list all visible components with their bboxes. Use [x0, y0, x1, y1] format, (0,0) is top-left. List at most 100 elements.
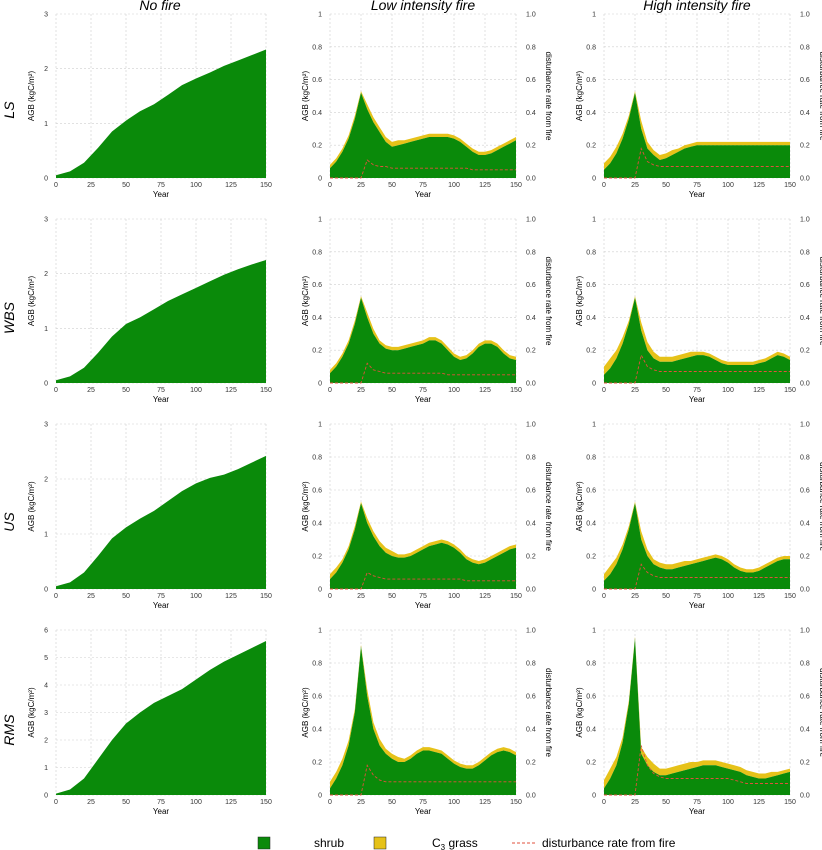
x-tick-label: 25 [631, 387, 639, 394]
x-tick-label: 75 [157, 182, 165, 189]
y2-tick-label: 0.0 [526, 176, 536, 183]
x-tick-label: 0 [54, 799, 58, 806]
x-tick-label: 25 [87, 182, 95, 189]
y-tick-label: 0.4 [312, 315, 322, 322]
y-tick-label: 0 [318, 793, 322, 800]
disturbance-line [330, 571, 516, 590]
grass-area [604, 636, 790, 789]
y-tick-label: 1 [592, 217, 596, 224]
y2-tick-label: 0.0 [800, 176, 810, 183]
x-tick-label: 0 [602, 799, 606, 806]
y2-tick-label: 0.0 [526, 793, 536, 800]
y-tick-label: 0 [592, 381, 596, 388]
disturbance-line [604, 745, 790, 796]
legend: shrub C3 grass disturbance rate from fir… [257, 836, 676, 850]
x-tick-label: 25 [631, 593, 639, 600]
x-tick-label: 125 [753, 182, 765, 189]
x-tick-label: 150 [784, 387, 796, 394]
y-tick-label: 0.8 [586, 44, 596, 51]
y-axis-label: AGB (kgC/m²) [27, 481, 36, 532]
x-tick-label: 125 [753, 593, 765, 600]
y-tick-label: 0.8 [312, 249, 322, 256]
x-tick-label: 25 [357, 387, 365, 394]
x-axis-label: Year [415, 190, 432, 199]
y2-tick-label: 1.0 [526, 628, 536, 635]
x-tick-label: 75 [157, 593, 165, 600]
y2-tick-label: 0.6 [526, 77, 536, 84]
x-tick-label: 125 [479, 387, 491, 394]
y-tick-label: 1 [44, 326, 48, 333]
y2-tick-label: 0.4 [800, 521, 810, 528]
y-tick-label: 0.2 [312, 143, 322, 150]
panel-6: 0 25 50 75 100 125 150 0 1 2 3 Year AGB (kgC/m²) [27, 422, 272, 611]
x-tick-label: 100 [448, 593, 460, 600]
y-tick-label: 0 [592, 176, 596, 183]
y-tick-label: 0.2 [312, 348, 322, 355]
x-axis-label: Year [689, 395, 706, 404]
y2-tick-label: 1.0 [526, 217, 536, 224]
y2-tick-label: 0.4 [526, 521, 536, 528]
y-tick-label: 0.4 [586, 521, 596, 528]
y2-tick-label: 0.6 [526, 282, 536, 289]
y-axis-label: AGB (kgC/m²) [27, 276, 36, 327]
shrub-area [330, 297, 516, 383]
y2-axis-label: disturbance rate from fire [544, 668, 553, 757]
x-tick-label: 125 [225, 182, 237, 189]
x-tick-label: 150 [510, 799, 522, 806]
y-axis-label: AGB (kgC/m²) [575, 687, 584, 738]
x-tick-label: 0 [328, 593, 332, 600]
row-label-rms: RMS [1, 714, 17, 746]
grass-area [330, 91, 516, 169]
x-tick-label: 150 [260, 182, 272, 189]
y2-tick-label: 0.4 [526, 110, 536, 117]
legend-label-shrub: shrub [314, 836, 344, 850]
y-tick-label: 0.2 [586, 554, 596, 561]
y2-tick-label: 0.8 [526, 44, 536, 51]
panel-7: 0.0 0.2 0.4 0.6 0.8 1.0 disturbance rate from … [301, 422, 553, 611]
y-tick-label: 1 [318, 628, 322, 635]
y2-tick-label: 0.4 [526, 727, 536, 734]
y-tick-label: 1 [44, 121, 48, 128]
x-tick-label: 75 [693, 182, 701, 189]
x-tick-label: 50 [662, 593, 670, 600]
shrub-area [604, 638, 790, 795]
y2-tick-label: 0.2 [526, 554, 536, 561]
row-label-wbs: WBS [1, 301, 17, 334]
y-axis-label: AGB (kgC/m²) [301, 71, 310, 122]
y-tick-label: 0.2 [312, 554, 322, 561]
shrub-area [56, 455, 266, 589]
y2-axis-label: disturbance rate from fire [544, 462, 553, 551]
y-tick-label: 1 [318, 217, 322, 224]
x-tick-label: 0 [54, 182, 58, 189]
y-tick-label: 0.6 [586, 282, 596, 289]
y-tick-label: 4 [44, 683, 48, 690]
grass-area [330, 501, 516, 580]
disturbance-line [604, 563, 790, 590]
x-tick-label: 50 [388, 182, 396, 189]
col-title-low-intensity: Low intensity fire [371, 0, 475, 13]
y2-axis-label: disturbance rate from fire [818, 668, 822, 757]
x-tick-label: 25 [87, 799, 95, 806]
y2-tick-label: 0.6 [800, 694, 810, 701]
x-tick-label: 25 [87, 387, 95, 394]
y-tick-label: 0.8 [312, 455, 322, 462]
legend-key-grass [373, 836, 387, 850]
x-tick-label: 75 [693, 799, 701, 806]
panel-9: 0 25 50 75 100 125 150 0 1 2 3 4 5 6 Year AGB (kgC/m²) [27, 628, 272, 817]
y-tick-label: 0 [592, 793, 596, 800]
y-tick-label: 0.8 [312, 661, 322, 668]
y-tick-label: 0 [44, 176, 48, 183]
y-tick-label: 0.4 [312, 521, 322, 528]
shrub-area [604, 503, 790, 589]
x-tick-label: 75 [419, 387, 427, 394]
x-tick-label: 50 [662, 387, 670, 394]
x-tick-label: 75 [157, 799, 165, 806]
y2-tick-label: 0.0 [526, 587, 536, 594]
x-tick-label: 125 [753, 799, 765, 806]
x-tick-label: 25 [631, 799, 639, 806]
y2-axis-label: disturbance rate from fire [818, 52, 822, 141]
panel-5: 0.0 0.2 0.4 0.6 0.8 1.0 disturbance rate from … [575, 217, 822, 405]
x-tick-label: 75 [419, 799, 427, 806]
